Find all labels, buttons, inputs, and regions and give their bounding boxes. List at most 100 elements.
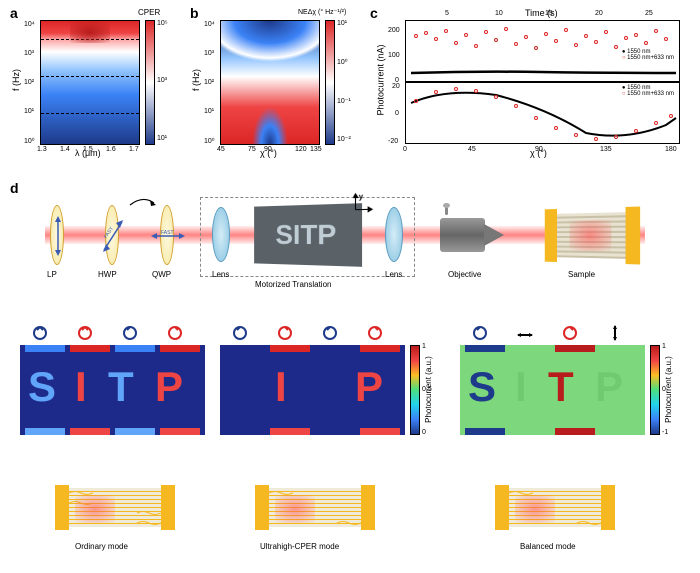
lcp-icon bbox=[472, 325, 488, 341]
tick: 10⁵ bbox=[157, 20, 168, 27]
tick: 100 bbox=[388, 52, 400, 59]
tick: 10⁰ bbox=[204, 137, 215, 145]
sitp-colorbar-1 bbox=[410, 345, 420, 435]
lens-2 bbox=[385, 207, 403, 262]
optic-label: QWP bbox=[152, 270, 171, 279]
optic-label: Motorized Translation bbox=[255, 280, 331, 289]
rcp-icon bbox=[277, 325, 293, 341]
tick: 10⁻² bbox=[337, 135, 351, 143]
tick: 10² bbox=[24, 79, 34, 86]
line-black bbox=[411, 72, 676, 73]
panel-a: a CPER f (Hz) λ (μm) 10⁰ 10¹ 10² 10³ 10⁴… bbox=[10, 5, 170, 165]
tick: 10³ bbox=[157, 77, 167, 84]
ylabel-c: Photocurrent (nA) bbox=[376, 44, 386, 115]
optic-label: LP bbox=[47, 270, 57, 279]
linear-h-icon bbox=[517, 331, 533, 347]
sitp-images: S I T P I P Photocurrent (a.u.) 0 bbox=[10, 325, 690, 465]
colorbar-a-label: CPER bbox=[138, 8, 160, 17]
lcp-icon bbox=[32, 325, 48, 341]
colorbar-a bbox=[145, 20, 155, 145]
optic-label: Sample bbox=[568, 270, 595, 279]
legend-bottom: ● 1550 nm ○ 1550 nm+633 nm bbox=[622, 85, 674, 97]
tick: 0.5 bbox=[422, 386, 432, 393]
optic-lp bbox=[50, 205, 64, 265]
tick: 1.5 bbox=[83, 146, 93, 153]
rcp-icon bbox=[562, 325, 578, 341]
optic-qwp: FAST bbox=[160, 205, 174, 265]
colorbar-b-label: NEΔχ (° Hz⁻¹/²) bbox=[298, 8, 346, 16]
tick: 10⁰ bbox=[24, 137, 35, 145]
tick: 1.3 bbox=[37, 146, 47, 153]
mode-label: Ultrahigh-CPER mode bbox=[260, 542, 339, 551]
tick: 1 bbox=[422, 343, 426, 350]
tick: 90 bbox=[535, 146, 543, 153]
tick: 10¹ bbox=[24, 108, 34, 115]
plot-c-bottom: ● 1550 nm ○ 1550 nm+633 nm bbox=[405, 82, 680, 144]
tick: -20 bbox=[388, 138, 398, 145]
plot-c-top: ● 1550 nm ○ 1550 nm+633 nm bbox=[405, 20, 680, 82]
tick: 135 bbox=[310, 146, 322, 153]
tick: 5 bbox=[445, 10, 449, 17]
tick: 25 bbox=[645, 10, 653, 17]
panel-c: c ● 1550 nm ○ 1550 nm+633 nm ● 1550 nm ○… bbox=[370, 5, 690, 165]
tick: 0 bbox=[662, 386, 666, 393]
tick: 0 bbox=[403, 146, 407, 153]
ylabel-b: f (Hz) bbox=[191, 69, 201, 91]
panel-d: d LP FAST HWP FAST QWP Lens SITP yx Moto… bbox=[10, 180, 690, 565]
objective bbox=[440, 210, 505, 260]
tick: 10⁻¹ bbox=[337, 97, 351, 105]
tick: 10² bbox=[204, 79, 214, 86]
optic-label: Objective bbox=[448, 270, 481, 279]
panel-a-label: a bbox=[10, 5, 18, 21]
svg-text:FAST: FAST bbox=[103, 226, 115, 240]
device-3 bbox=[495, 480, 615, 535]
tick: 120 bbox=[295, 146, 307, 153]
tick: 1.4 bbox=[60, 146, 70, 153]
tick: 75 bbox=[248, 146, 256, 153]
panel-d-label: d bbox=[10, 180, 19, 196]
heatmap-b bbox=[220, 20, 320, 145]
device-2 bbox=[255, 480, 375, 535]
ylabel-a: f (Hz) bbox=[11, 69, 21, 91]
tick: 10⁴ bbox=[24, 21, 35, 28]
optic-label: Lens bbox=[385, 270, 402, 279]
lcp-icon bbox=[322, 325, 338, 341]
legend-top: ● 1550 nm ○ 1550 nm+633 nm bbox=[622, 49, 674, 61]
svg-text:FAST: FAST bbox=[161, 230, 174, 236]
sitp-img-2: I P bbox=[220, 345, 405, 435]
tick: 1.7 bbox=[129, 146, 139, 153]
panel-b: b NEΔχ (° Hz⁻¹/²) f (Hz) χ (°) 10⁰ 10¹ 1… bbox=[190, 5, 350, 165]
tick: 1.6 bbox=[106, 146, 116, 153]
tick: 15 bbox=[545, 10, 553, 17]
mode-label: Balanced mode bbox=[520, 542, 576, 551]
tick: 10¹ bbox=[204, 108, 214, 115]
tick: 45 bbox=[217, 146, 225, 153]
rcp-icon bbox=[77, 325, 93, 341]
svg-text:y: y bbox=[359, 193, 364, 201]
tick: 10³ bbox=[24, 50, 34, 57]
tick: 0 bbox=[422, 429, 426, 436]
sitp-colorbar-2 bbox=[650, 345, 660, 435]
optics-row: LP FAST HWP FAST QWP Lens SITP yx Motori… bbox=[40, 195, 660, 295]
tick: 45 bbox=[468, 146, 476, 153]
tick: 200 bbox=[388, 27, 400, 34]
tick: 10¹ bbox=[337, 20, 347, 27]
sitp-img-1: S I T P bbox=[20, 345, 205, 435]
tick: 135 bbox=[600, 146, 612, 153]
tick: 20 bbox=[595, 10, 603, 17]
lcp-icon bbox=[232, 325, 248, 341]
device-row: Ordinary mode Ultrahigh-CPER mode Balanc… bbox=[10, 480, 690, 560]
optic-hwp: FAST bbox=[105, 205, 119, 265]
tick: 0 bbox=[395, 110, 399, 117]
tick: 10⁰ bbox=[337, 58, 348, 66]
tick: -1 bbox=[662, 429, 668, 436]
sitp-img-3: S I T P bbox=[460, 345, 645, 435]
panel-b-label: b bbox=[190, 5, 199, 21]
panel-c-label: c bbox=[370, 5, 378, 21]
tick: 20 bbox=[392, 83, 400, 90]
tick: 10¹ bbox=[157, 135, 167, 142]
mode-label: Ordinary mode bbox=[75, 542, 128, 551]
tick: 10⁴ bbox=[204, 21, 215, 28]
optic-label: HWP bbox=[98, 270, 117, 279]
lens-1 bbox=[212, 207, 230, 262]
